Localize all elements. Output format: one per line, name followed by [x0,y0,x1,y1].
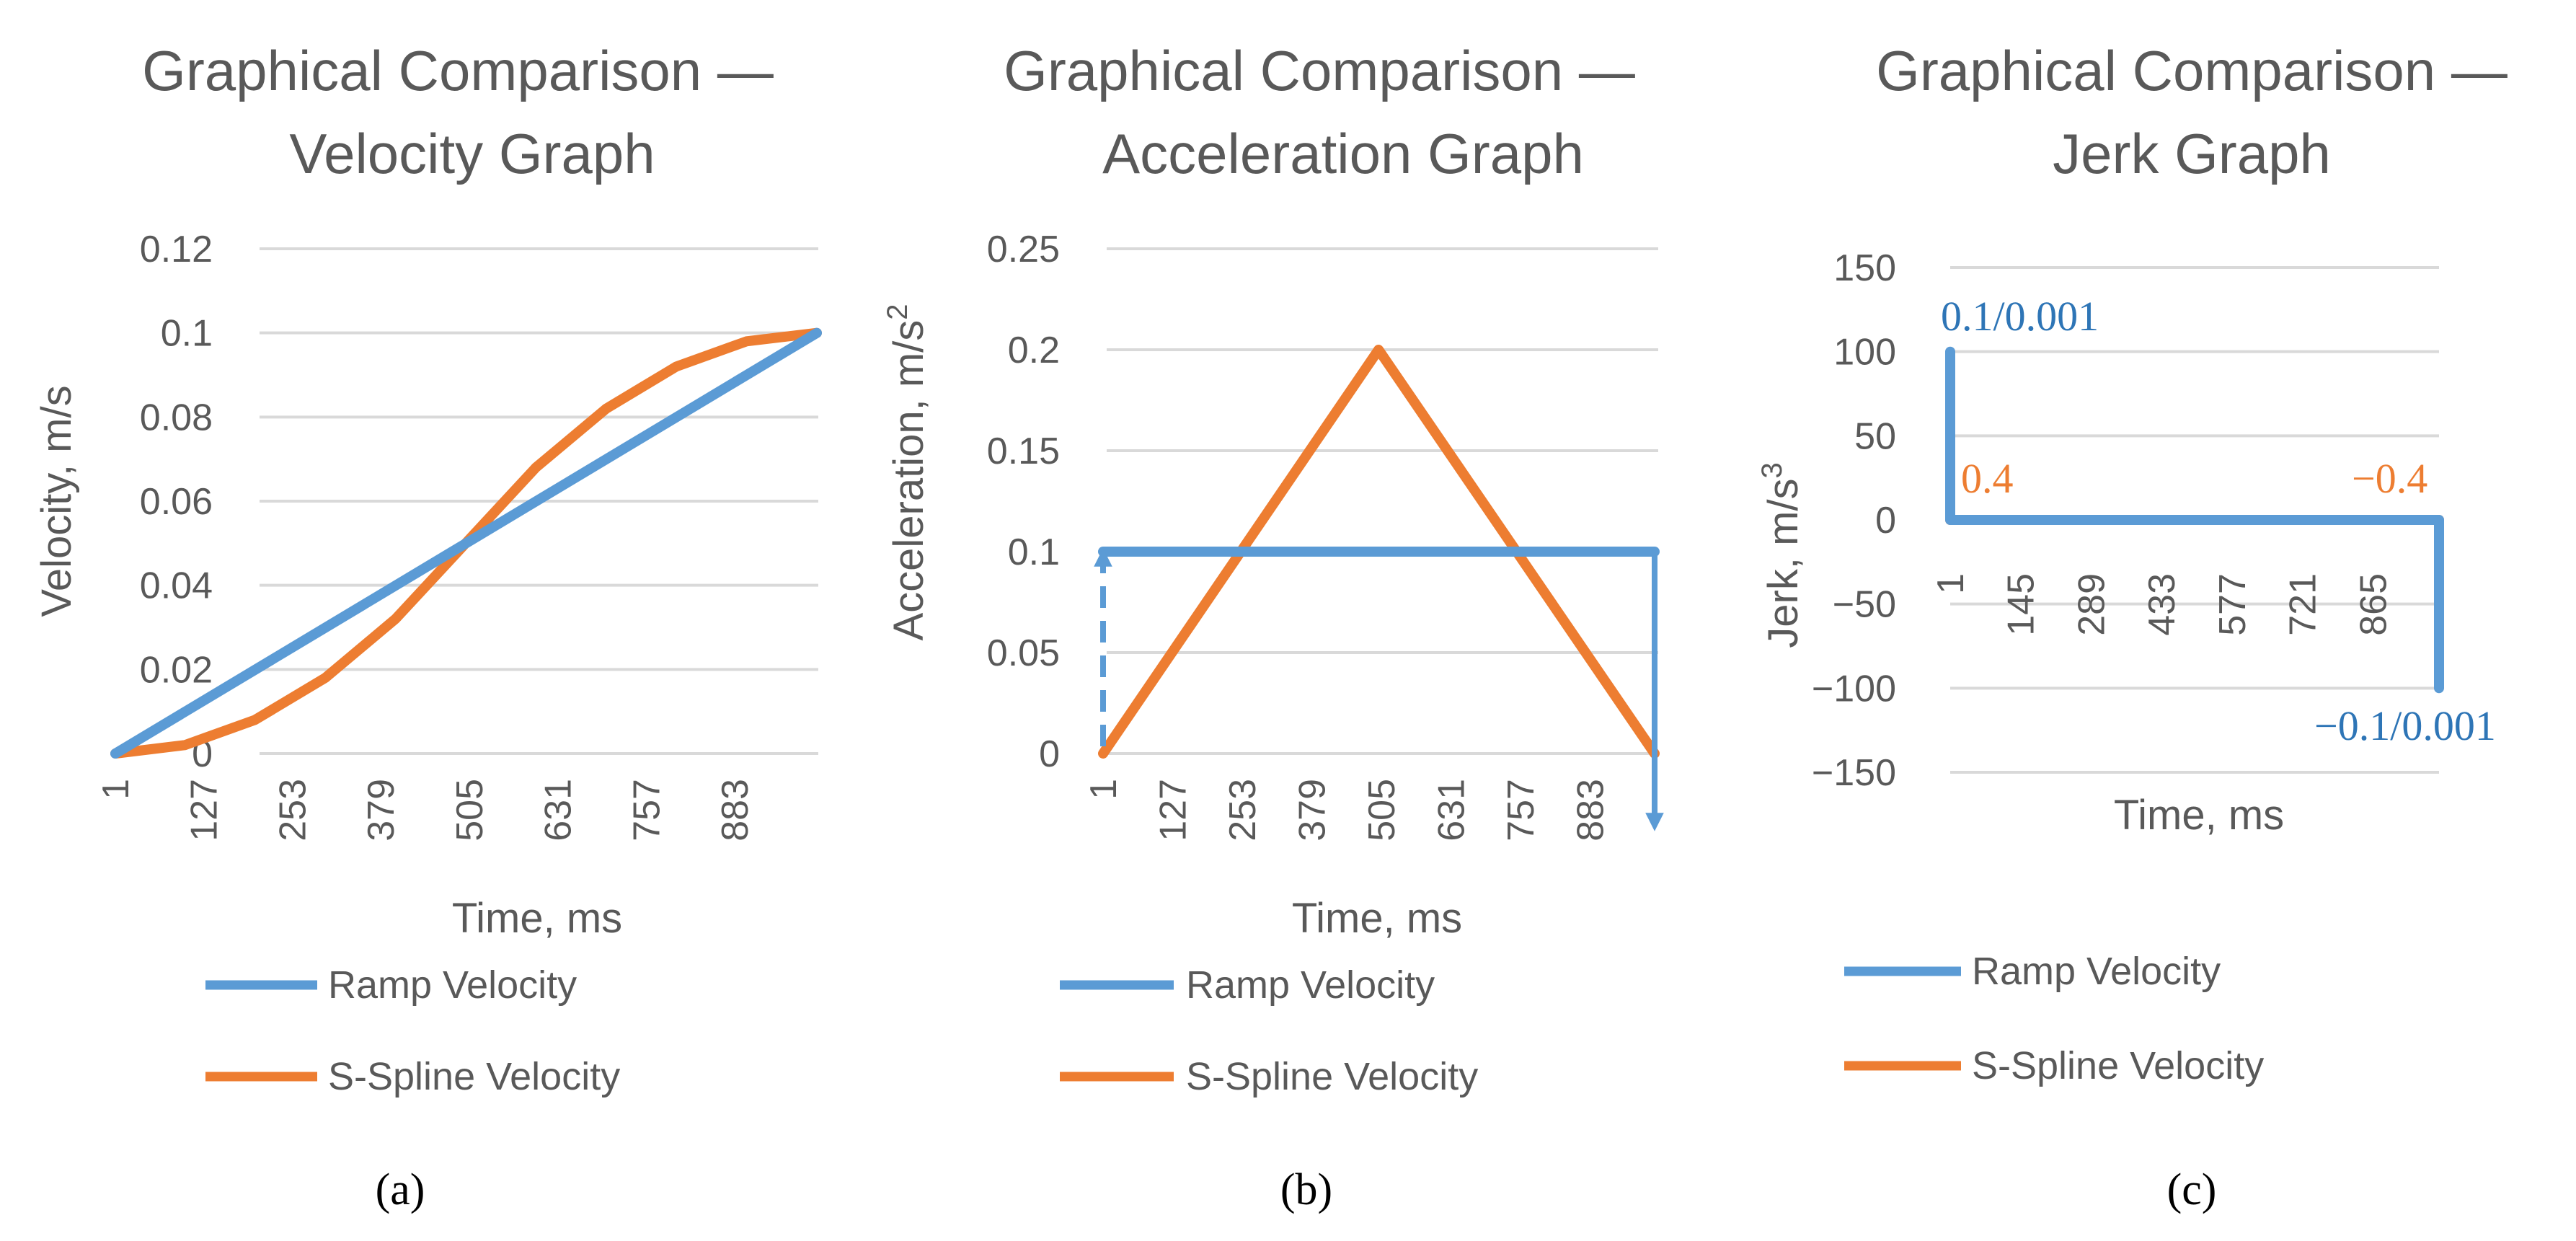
panel-label: (c) [2167,1165,2217,1214]
chart-title-line-1: Graphical Comparison — [1004,39,1635,102]
y-gridlines [260,247,818,755]
x-tick-label: 253 [272,779,314,842]
x-tick-label: 631 [538,779,580,842]
x-tick-label: 1 [1930,573,1972,594]
plot-area [1094,345,1664,831]
x-tick-label: 1 [1083,779,1125,800]
x-tick-label: 127 [184,779,226,842]
plot-area [1945,346,2444,694]
x-axis-title: Time, ms [1292,895,1462,942]
x-tick-label: 505 [449,779,491,842]
series-line-ramp [110,327,822,759]
y-tick-labels: 0 0.05 0.1 0.15 0.2 0.25 [987,229,1060,775]
x-tick-label: 865 [2353,573,2394,636]
x-tick-label: 757 [626,779,668,842]
legend-label-ramp: Ramp Velocity [1972,950,2221,993]
y-axis-title-text: Jerk, m/s [1760,479,1807,648]
y-tick-label: 0.04 [140,565,213,607]
x-tick-label: 289 [2071,573,2112,636]
chart-title-line-1: Graphical Comparison — [142,39,774,102]
chart-title-line-1: Graphical Comparison — [1876,39,2508,102]
legend-label-spline: S-Spline Velocity [328,1055,620,1098]
series-line-spline [1098,345,1660,759]
y-tick-label: 0.02 [140,649,213,691]
chart-title-line-2: Velocity Graph [289,122,655,185]
y-tick-label: 0.08 [140,397,213,438]
y-tick-label: 150 [1833,247,1896,289]
x-tick-labels: 1 127 253 379 505 631 757 883 [1083,779,1611,842]
legend-label-ramp: Ramp Velocity [1186,963,1435,1007]
y-axis-title-text: Acceleration, m/s [885,320,932,641]
y-axis-title: Acceleration, m/s2 [882,304,932,640]
x-tick-label: 505 [1361,779,1403,842]
chart-title-line-2: Jerk Graph [2053,122,2331,185]
x-tick-label: 631 [1430,779,1472,842]
y-tick-label: −100 [1812,668,1896,710]
y-tick-label: 0.05 [987,632,1060,674]
x-tick-label: 127 [1152,779,1194,842]
x-axis-title: Time, ms [2114,792,2284,839]
y-gridlines [1107,247,1658,755]
x-tick-label: 883 [1570,779,1611,842]
legend-label-ramp: Ramp Velocity [328,963,577,1007]
y-tick-label: 0.06 [140,481,213,523]
series-line-ramp [1945,346,2444,694]
x-tick-label: 379 [360,779,402,842]
x-tick-label: 253 [1222,779,1264,842]
panel-label: (a) [376,1165,425,1214]
y-tick-label: 0.1 [161,313,213,355]
y-tick-label: 0 [1039,733,1060,775]
y-axis-title: Jerk, m/s3 [1756,462,1807,648]
y-axis-title-superscript: 2 [882,304,913,319]
y-tick-labels: −150 −100 −50 0 50 100 150 [1812,247,1896,794]
x-axis-title: Time, ms [452,895,622,942]
y-tick-label: 50 [1854,415,1896,457]
y-axis-title-superscript: 3 [1756,462,1788,478]
panel-velocity: Graphical Comparison — Velocity Graph 00… [33,39,822,1214]
data-label-spline-start: 0.4 [1961,455,2014,502]
x-tick-label: 433 [2141,573,2183,636]
data-label-spline-end: −0.4 [2352,455,2427,502]
panel-acceleration: Graphical Comparison — Acceleration Grap… [882,39,1664,1214]
x-tick-label: 145 [2001,573,2042,636]
panel-jerk: Graphical Comparison — Jerk Graph −150−1… [1756,39,2508,1214]
panel-label: (b) [1280,1165,1332,1214]
y-tick-label: 100 [1833,332,1896,374]
y-tick-labels: 00.020.040.060.080.10.12 [140,229,213,775]
x-tick-label: 1 [95,779,137,800]
x-tick-label: 577 [2212,573,2254,636]
x-tick-labels: 1 127 253 379 505 631 757 883 [95,779,756,842]
chart-title-line-2: Acceleration Graph [1102,122,1584,185]
x-tick-label: 757 [1500,779,1542,842]
y-tick-label: 0.12 [140,229,213,270]
y-tick-label: 0.25 [987,229,1060,270]
x-tick-label: 379 [1291,779,1333,842]
y-tick-label: 0.1 [1008,531,1060,573]
legend-label-spline: S-Spline Velocity [1972,1044,2264,1087]
data-label-ramp-start: 0.1/0.001 [1941,293,2099,340]
y-tick-label: 0 [1875,500,1896,542]
y-gridlines [1950,266,2439,774]
y-axis-title: Velocity, m/s [33,385,80,617]
x-tick-labels: 1 145 289 433 577 721 865 [1930,573,2394,636]
y-tick-label: 0.2 [1008,330,1060,371]
y-tick-label: 0.15 [987,430,1060,472]
data-label-ramp-end: −0.1/0.001 [2314,702,2496,749]
x-tick-label: 721 [2283,573,2324,636]
x-tick-label: 883 [714,779,756,842]
y-tick-label: −50 [1833,584,1896,626]
y-tick-label: −150 [1812,752,1896,794]
plot-area [110,327,822,759]
legend-label-spline: S-Spline Velocity [1186,1055,1478,1098]
